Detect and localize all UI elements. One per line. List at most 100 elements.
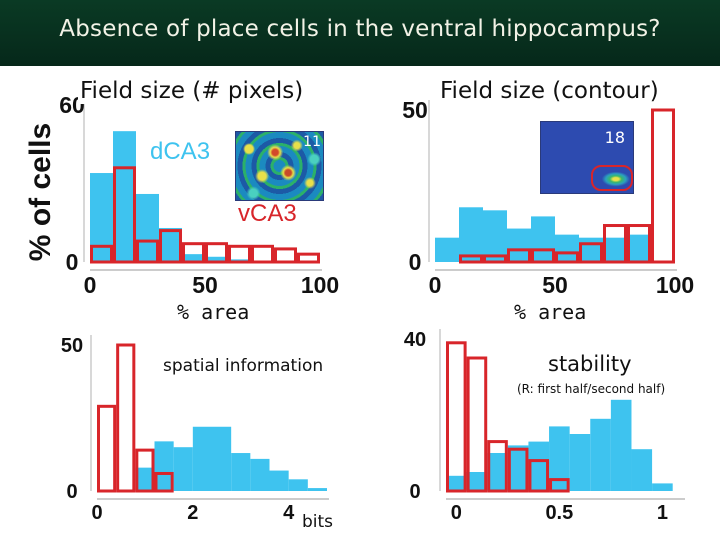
dca3-bar — [307, 488, 327, 491]
x-tick-label: 100 — [301, 272, 339, 298]
vca3-bar — [446, 341, 467, 493]
vca3-bar — [159, 229, 182, 264]
vca3-bar — [459, 254, 483, 264]
vca3-bar — [116, 343, 136, 493]
dca3-bar — [590, 418, 611, 491]
percent-area-label-left: % area — [177, 300, 250, 324]
y-tick-label: 0 — [66, 481, 77, 503]
dca3-bar — [159, 227, 182, 262]
stability-title: stability — [548, 352, 632, 376]
x-tick-label: 0.5 — [545, 502, 573, 524]
vca3-bar — [555, 251, 579, 264]
legend-vca3: vCA3 — [238, 200, 297, 227]
vca3-bar — [97, 404, 117, 493]
y-tick-label: 50 — [402, 97, 428, 123]
vca3-bar — [205, 242, 228, 264]
vca3-bar — [466, 356, 488, 493]
slide-title: Absence of place cells in the ventral hi… — [59, 16, 661, 42]
vca3-bar — [228, 244, 251, 264]
chart-stability: 0 0.5 1 0 40 — [404, 329, 685, 524]
chart-spatial_information: 0 2 4 0 50 — [61, 335, 329, 524]
dca3-bar — [288, 479, 308, 491]
vca3-bar — [528, 459, 550, 493]
dca3-bar — [231, 453, 251, 491]
title-bar — [0, 0, 720, 66]
vca3-bar — [251, 244, 274, 264]
dca3-bar — [192, 426, 212, 491]
dca3-bar — [531, 216, 555, 262]
vca3-bar — [135, 448, 155, 493]
x-tick-label: 0 — [84, 272, 97, 298]
vca3-bar — [90, 244, 113, 264]
dca3-bar — [446, 475, 467, 491]
x-tick-label: 0 — [429, 272, 442, 298]
y-tick-label: 50 — [61, 335, 83, 357]
dca3-bar — [466, 472, 488, 491]
dca3-bar — [610, 399, 632, 491]
dca3-bar — [135, 467, 155, 491]
vca3-bar — [507, 248, 531, 264]
field-size-contour-title: Field size (contour) — [438, 78, 661, 104]
field-size-pixels-title: Field size (# pixels) — [78, 78, 306, 104]
dca3-bar — [205, 256, 228, 262]
vca3-bar — [531, 248, 555, 264]
dca3-bar — [212, 426, 232, 491]
x-tick-label: 100 — [656, 272, 694, 298]
dca3-bar — [435, 237, 459, 262]
dca3-place-field-heatmap: 11 — [235, 131, 324, 201]
y-axis-label: % of cells — [24, 122, 58, 262]
x-tick-label: 4 — [283, 502, 295, 524]
dca3-bar — [549, 426, 570, 491]
vca3-bar — [603, 224, 627, 264]
stability-subtitle: (R: first half/second half) — [517, 382, 666, 396]
dca3-bar — [90, 173, 113, 262]
dca3-bar — [507, 445, 529, 491]
dca3-bar — [182, 254, 205, 262]
vca3-bar — [136, 239, 159, 264]
dca3-bar — [652, 483, 673, 491]
vca3-bar — [274, 247, 297, 264]
dca3-bar — [136, 193, 159, 262]
vca3-bar — [154, 471, 174, 493]
y-tick-label: 0 — [66, 249, 79, 275]
vca3-bar — [579, 242, 603, 264]
vca3-bar — [627, 224, 651, 264]
dca3-bar — [459, 207, 483, 262]
dca3-bar — [569, 434, 591, 491]
legend-dca3: dCA3 — [150, 138, 211, 165]
dca3-bar — [555, 234, 579, 262]
dca3-bar — [579, 237, 603, 262]
x-tick-label: 50 — [192, 272, 218, 298]
dca3-bar — [487, 453, 508, 491]
dca3-bar — [627, 234, 651, 262]
vca3-bar — [507, 447, 529, 493]
x-tick-label: 50 — [542, 272, 568, 298]
vca3-bar — [549, 478, 570, 493]
x-tick-label: 2 — [187, 502, 198, 524]
dca3-bar — [483, 210, 507, 262]
x-tick-label: 1 — [657, 502, 668, 524]
dca3-bar — [507, 228, 531, 262]
vca3-bar — [651, 108, 675, 264]
vca3-place-field-heatmap: 18 — [540, 121, 634, 194]
dca3-bar — [631, 449, 653, 491]
y-tick-label: 0 — [409, 249, 422, 275]
dca3-bar — [113, 131, 136, 262]
y-tick-label: 40 — [404, 329, 426, 351]
percent-area-label-right: % area — [514, 300, 587, 324]
vca3-cell-number: 18 — [604, 128, 625, 147]
bits-label: bits — [302, 512, 334, 532]
vca3-bar — [487, 440, 508, 493]
dca3-bar — [528, 441, 550, 491]
dca3-cell-number: 11 — [303, 134, 321, 150]
vca3-field-contour — [591, 165, 633, 191]
y-tick-label: 0 — [409, 481, 420, 503]
dca3-bar — [250, 458, 270, 491]
dca3-bar — [154, 441, 174, 491]
dca3-bar — [173, 447, 193, 491]
vca3-bar — [483, 254, 507, 264]
x-tick-label: 0 — [451, 502, 462, 524]
dca3-bar — [603, 237, 627, 262]
